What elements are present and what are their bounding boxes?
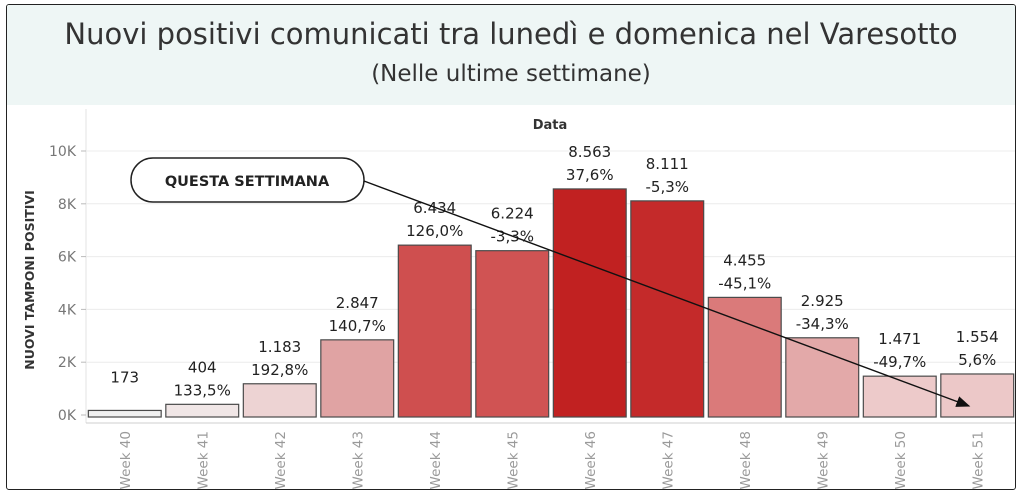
x-tick-label: Week 49 xyxy=(815,431,831,489)
bar-change-label: -5,3% xyxy=(645,178,689,196)
bar xyxy=(397,244,472,418)
bar-value-label: 173 xyxy=(110,368,139,386)
x-tick-label: Week 51 xyxy=(970,431,986,489)
header-band: Nuovi positivi comunicati tra lunedì e d… xyxy=(7,5,1015,105)
bar-value-label: 4.455 xyxy=(723,251,766,269)
bar xyxy=(707,296,782,418)
bar xyxy=(940,373,1015,418)
bar xyxy=(242,383,317,418)
bar-value-label: 1.554 xyxy=(956,328,999,346)
x-tick-label: Week 41 xyxy=(195,431,211,489)
bar-chart: 0K 2K 4K 6K 8K 10K Data NUOVI TAMPONI POSITIVI 1… xyxy=(22,109,1015,489)
bar-change-label: 192,8% xyxy=(251,361,308,379)
bar-change-label: 140,7% xyxy=(329,317,386,335)
annotation-arrow xyxy=(363,180,971,407)
annotation-callout xyxy=(130,157,365,203)
bar-change-label: 133,5% xyxy=(174,381,231,399)
x-tick-label: Week 42 xyxy=(273,431,289,489)
y-tick-label: 4K xyxy=(58,302,77,318)
y-tick-label: 2K xyxy=(58,355,77,371)
x-tick-label: Week 43 xyxy=(350,431,366,489)
annotation-label: QUESTA SETTIMANA xyxy=(165,174,330,190)
x-tick-label: Week 47 xyxy=(660,431,676,489)
page-title: Nuovi positivi comunicati tra lunedì e d… xyxy=(64,17,958,51)
y-axis-title: NUOVI TAMPONI POSITIVI xyxy=(22,190,37,369)
bar-change-label: 5,6% xyxy=(958,351,996,369)
bar-value-label: 6.224 xyxy=(491,205,534,223)
bar-value-label: 2.847 xyxy=(336,294,379,312)
bar-value-label: 1.471 xyxy=(878,330,921,348)
page-subtitle: (Nelle ultime settimane) xyxy=(371,61,651,87)
bar-change-label: -49,7% xyxy=(873,353,926,371)
bar xyxy=(320,339,395,418)
bar xyxy=(87,409,162,418)
bar xyxy=(862,375,937,418)
bar-value-label: 8.111 xyxy=(646,155,689,173)
bar-value-label: 1.183 xyxy=(258,338,301,356)
x-tick-label: Week 44 xyxy=(428,431,444,489)
bar-value-label: 8.563 xyxy=(568,143,611,161)
bar-value-label: 404 xyxy=(188,358,217,376)
bar xyxy=(552,188,627,418)
bar-value-label: 2.925 xyxy=(801,292,844,310)
x-tick-label: Week 45 xyxy=(505,431,521,489)
bar xyxy=(475,250,550,418)
chart-frame: Nuovi positivi comunicati tra lunedì e d… xyxy=(6,4,1016,490)
bar-change-label: -34,3% xyxy=(796,315,849,333)
bar xyxy=(165,403,240,418)
x-tick-label: Week 48 xyxy=(738,431,754,489)
x-axis-title: Data xyxy=(533,118,568,133)
y-tick-label: 8K xyxy=(58,197,77,213)
x-tick-label: Week 50 xyxy=(893,431,909,489)
x-tick-label: Week 40 xyxy=(118,431,134,489)
bar-change-label: 126,0% xyxy=(406,222,463,240)
y-tick-label: 0K xyxy=(58,408,77,424)
y-tick-label: 10K xyxy=(49,144,77,160)
bar-change-label: -45,1% xyxy=(718,274,771,292)
bar xyxy=(630,200,705,418)
bar xyxy=(785,337,860,418)
y-tick-label: 6K xyxy=(58,250,77,266)
bar-change-label: 37,6% xyxy=(566,166,614,184)
x-tick-label: Week 46 xyxy=(583,431,599,489)
